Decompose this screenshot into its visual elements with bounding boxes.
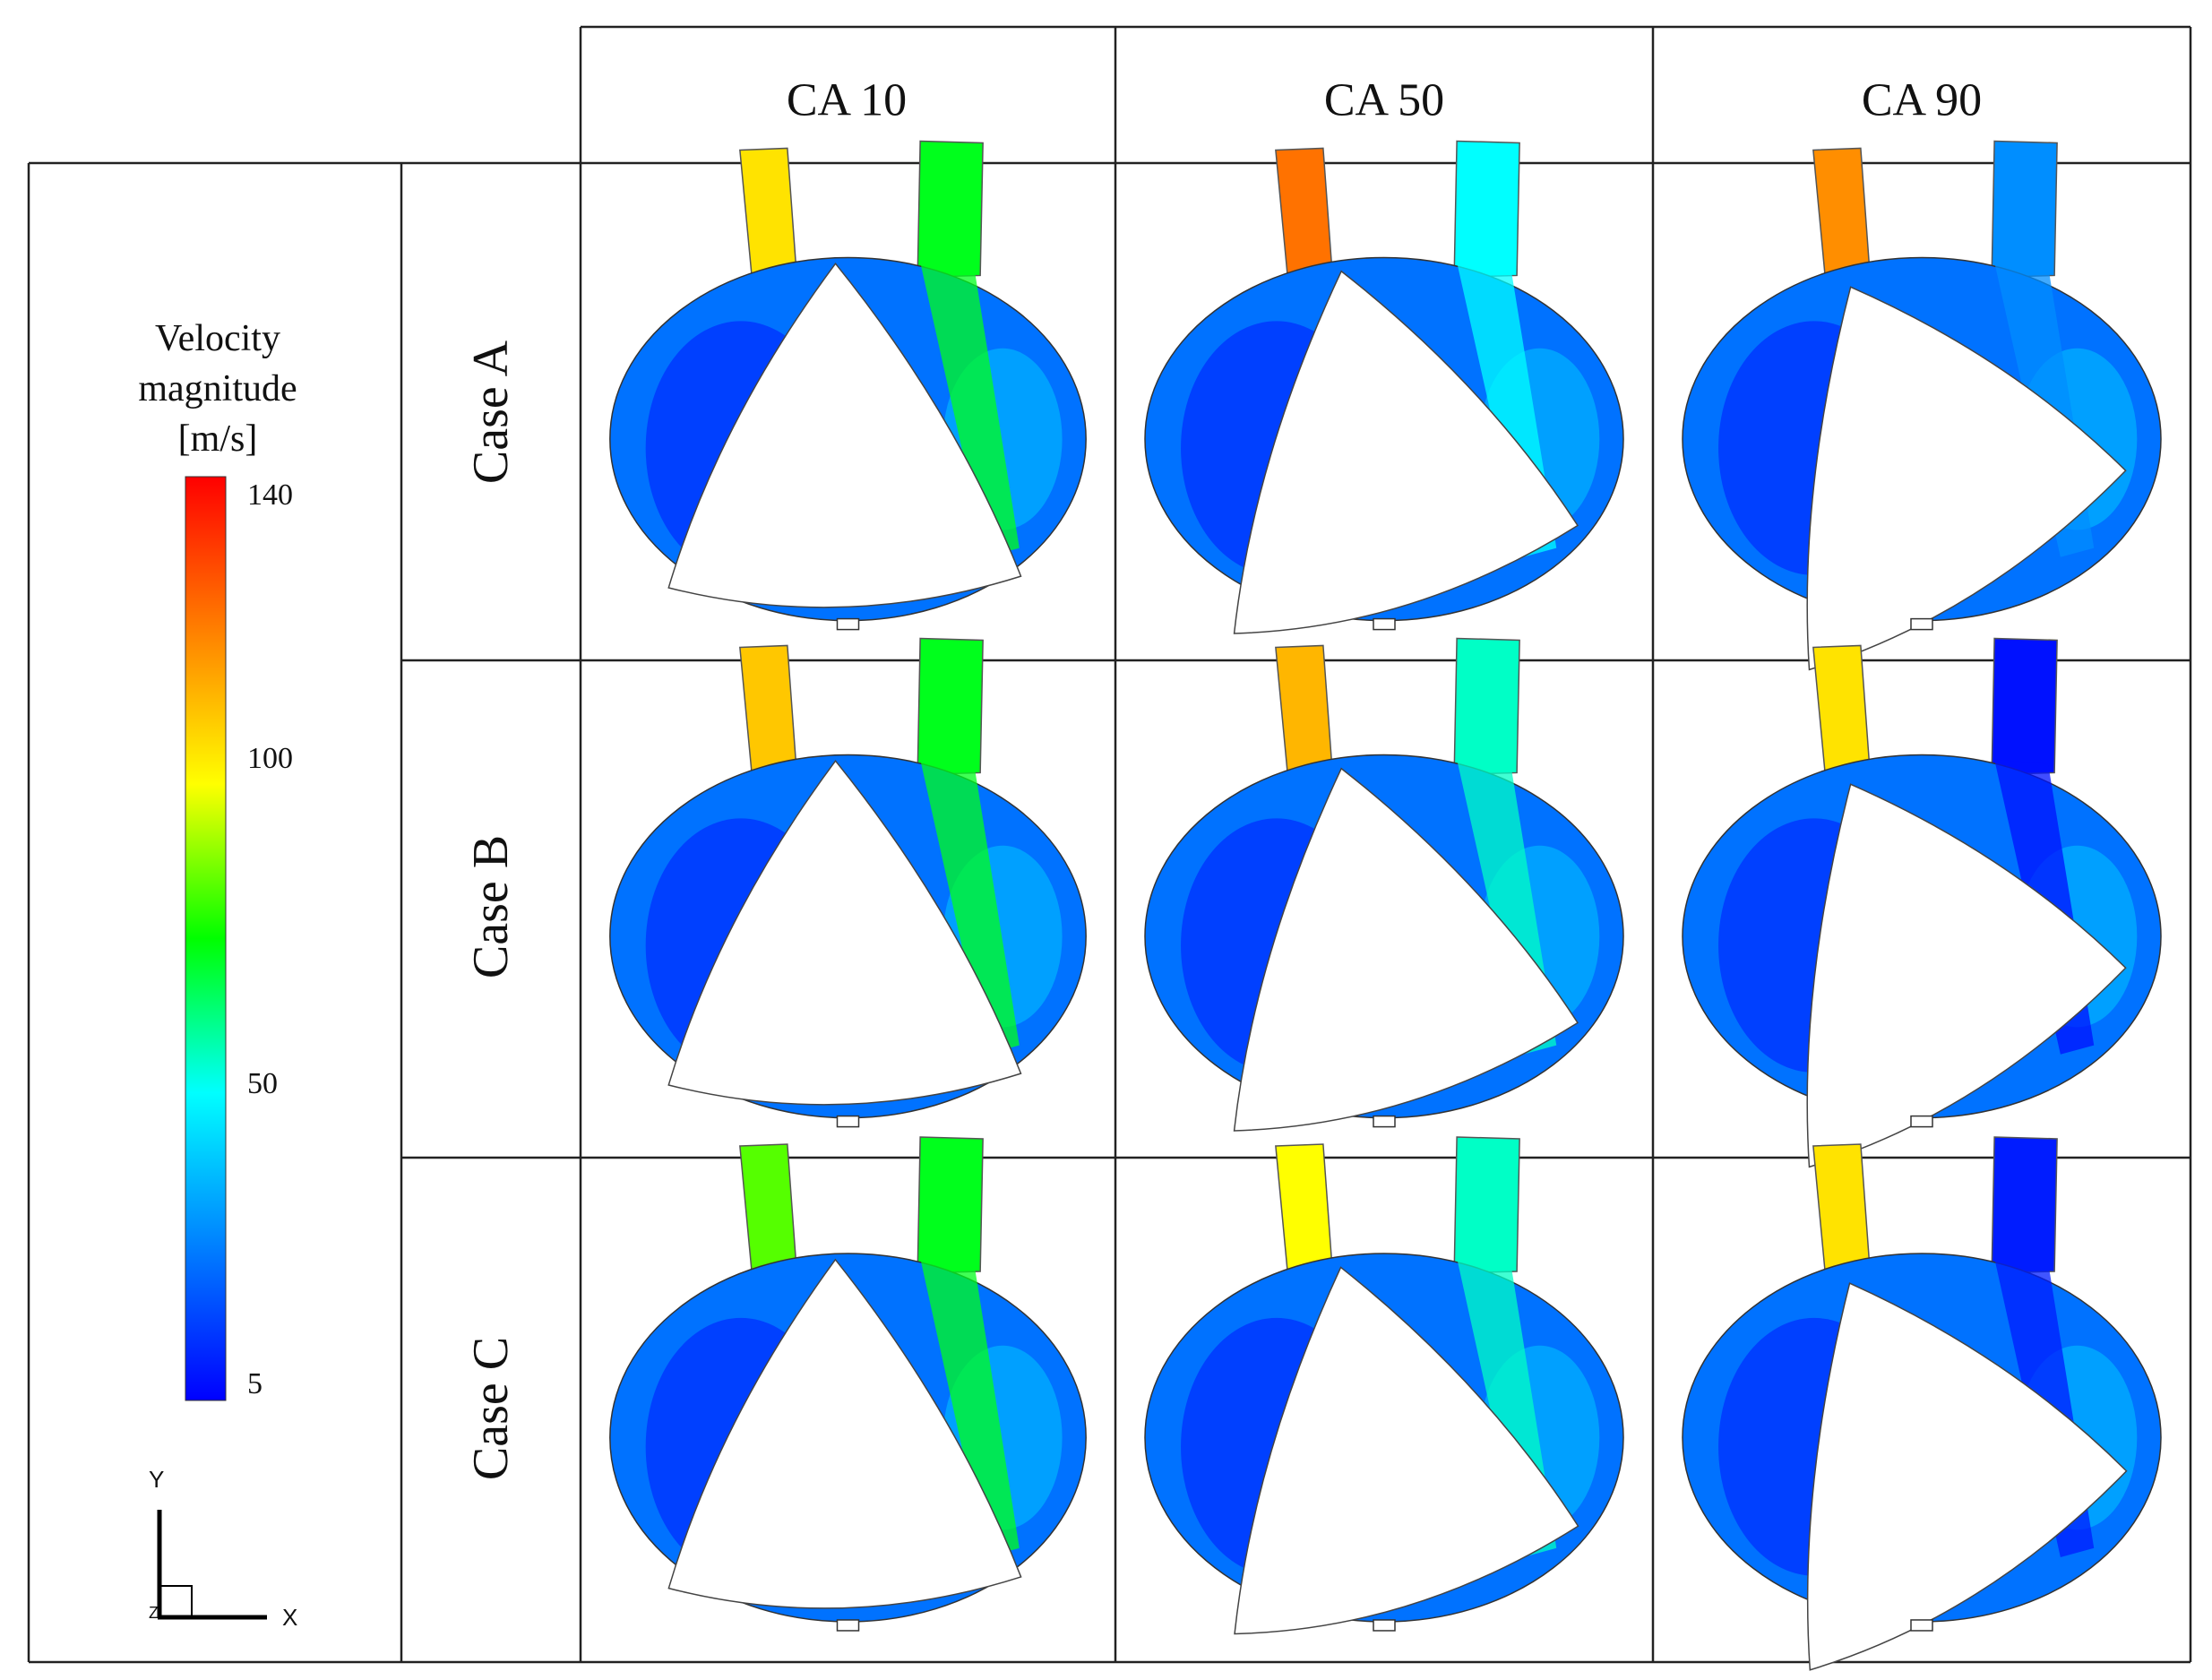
rotor bbox=[1806, 1282, 2128, 1671]
legend-title: Velocity magnitude [m/s] bbox=[138, 314, 297, 464]
contour-panels bbox=[609, 140, 2162, 1671]
contour-panel bbox=[1144, 140, 1624, 634]
legend-tick-5: 5 bbox=[247, 1367, 263, 1400]
rotor bbox=[1233, 270, 1579, 634]
rotor bbox=[1234, 1266, 1579, 1635]
spark-plug-port bbox=[1373, 617, 1396, 631]
rotor bbox=[1806, 286, 2127, 671]
axis-triad bbox=[157, 1510, 267, 1620]
outlet-port-jet bbox=[1453, 637, 1520, 776]
rotor bbox=[1806, 783, 2127, 1168]
inlet-port-jet bbox=[1275, 644, 1333, 772]
axis-label-z: Z bbox=[149, 1604, 159, 1622]
contour-panel bbox=[609, 637, 1087, 1128]
legend-title-line-2: magnitude bbox=[138, 368, 297, 409]
contour-panel bbox=[609, 1136, 1087, 1632]
colorbar bbox=[185, 476, 227, 1401]
contour-panel bbox=[1682, 637, 2162, 1168]
inlet-port-jet bbox=[1812, 644, 1871, 772]
legend-tick-100: 100 bbox=[247, 742, 293, 775]
contour-panel bbox=[1682, 140, 2162, 671]
inlet-port-jet bbox=[1812, 147, 1871, 275]
contour-panel bbox=[1144, 637, 1624, 1132]
outlet-port-jet bbox=[917, 637, 984, 776]
triad-z-box bbox=[159, 1585, 193, 1618]
outlet-port-jet bbox=[1991, 140, 2058, 279]
spark-plug-port bbox=[1910, 1115, 1933, 1128]
axis-label-x: X bbox=[282, 1604, 298, 1631]
inlet-port-jet bbox=[739, 1143, 797, 1271]
outlet-port-jet bbox=[1991, 637, 2058, 776]
legend-tick-50: 50 bbox=[247, 1067, 278, 1100]
outlet-port-jet bbox=[1453, 1136, 1520, 1274]
spark-plug-port bbox=[1910, 1619, 1933, 1632]
legend-title-line-3: [m/s] bbox=[177, 418, 258, 460]
spark-plug-port bbox=[836, 1619, 860, 1632]
contour-panel bbox=[1682, 1136, 2162, 1671]
outlet-jet-streak bbox=[920, 759, 1020, 1055]
table-grid bbox=[27, 25, 2192, 1664]
rotor bbox=[1233, 767, 1579, 1132]
contour-panel bbox=[1144, 1136, 1624, 1635]
contour-panel bbox=[609, 140, 1087, 631]
column-header-ca50: CA 50 bbox=[1323, 74, 1445, 126]
outlet-port-jet bbox=[1991, 1136, 2058, 1274]
axis-label-y: Y bbox=[149, 1466, 165, 1493]
legend-title-line-1: Velocity bbox=[155, 318, 280, 359]
spark-plug-port bbox=[836, 1115, 860, 1128]
row-header-case-b: Case B bbox=[463, 834, 519, 979]
spark-plug-port bbox=[1373, 1619, 1396, 1632]
outlet-jet-streak bbox=[920, 262, 1020, 557]
inlet-port-jet bbox=[1275, 1143, 1333, 1271]
spark-plug-port bbox=[1373, 1115, 1396, 1128]
inlet-port-jet bbox=[1812, 1143, 1871, 1271]
inlet-port-jet bbox=[739, 147, 797, 275]
outlet-port-jet bbox=[1453, 140, 1520, 279]
spark-plug-port bbox=[836, 617, 860, 631]
colorbar-scale bbox=[185, 476, 227, 1401]
rotor bbox=[667, 1258, 1022, 1609]
row-header-case-c: Case C bbox=[463, 1336, 519, 1481]
spark-plug-port bbox=[1910, 617, 1933, 631]
column-header-ca10: CA 10 bbox=[786, 74, 908, 126]
inlet-port-jet bbox=[739, 644, 797, 772]
legend-tick-140: 140 bbox=[247, 478, 293, 512]
row-header-case-a: Case A bbox=[463, 340, 519, 485]
inlet-port-jet bbox=[1275, 147, 1333, 275]
outlet-port-jet bbox=[917, 1136, 984, 1274]
outlet-jet-streak bbox=[920, 1257, 1020, 1558]
column-header-ca90: CA 90 bbox=[1861, 74, 1983, 126]
outlet-port-jet bbox=[917, 140, 984, 279]
rotor bbox=[667, 262, 1022, 608]
rotor bbox=[667, 759, 1022, 1106]
